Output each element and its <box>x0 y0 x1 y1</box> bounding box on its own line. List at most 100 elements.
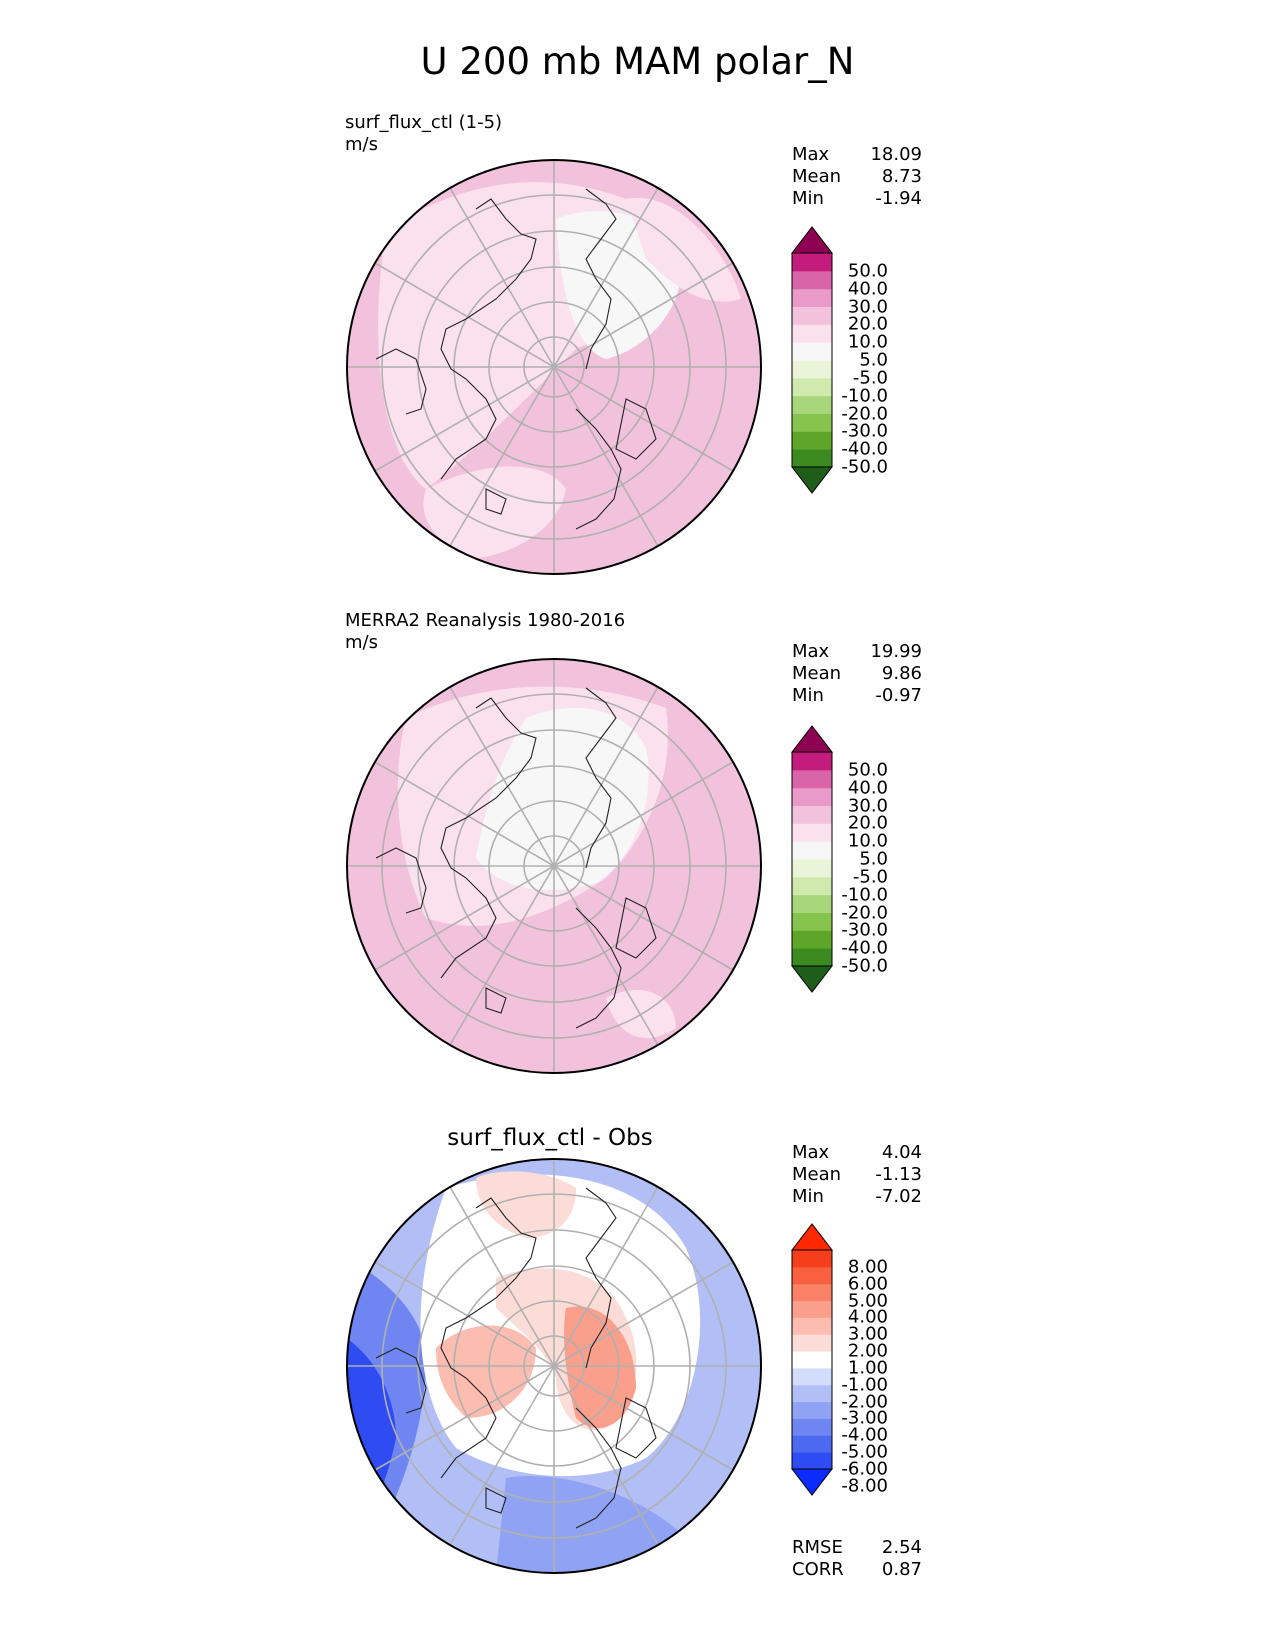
panel2-units: m/s <box>345 632 378 653</box>
colorbar-tick-label: 50.0 <box>847 260 888 282</box>
panel1-colorbar <box>790 226 834 494</box>
colorbar-segment <box>792 1266 832 1285</box>
colorbar-tick-label: -50.0 <box>841 955 888 977</box>
colorbar-tick-label: -40.0 <box>841 937 888 959</box>
panel2-colorbar-labels: 50.0 40.0 30.0 20.0 10.0 5.0 -5.0 -10.0 -20.0 -30… <box>838 724 888 994</box>
colorbar-tick-label: -40.0 <box>841 438 888 460</box>
colorbar-frame <box>791 1249 833 1470</box>
colorbar-extend-max <box>790 725 834 753</box>
panel3-colorbar <box>790 1223 834 1496</box>
panel1-colorbar-labels: 50.0 40.0 30.0 20.0 10.0 5.0 -5.0 -10.0 -20.0 -30… <box>838 225 888 495</box>
colorbar-tick-label: -30.0 <box>841 919 888 941</box>
panel2-min: -0.97 <box>875 685 922 706</box>
colorbar-tick-label: 40.0 <box>847 278 888 300</box>
colorbar-tick-label: -10.0 <box>841 385 888 407</box>
colorbar-segment <box>792 253 832 272</box>
colorbar-tick-label: 5.0 <box>859 349 888 371</box>
panel2-dataset-name: MERRA2 Reanalysis 1980-2016 <box>345 610 626 631</box>
panel3-mean: -1.13 <box>875 1164 922 1185</box>
colorbar-tick-label: -10.0 <box>841 884 888 906</box>
panel2-max: 19.99 <box>870 641 922 662</box>
colorbar-segment <box>792 288 832 307</box>
colorbar-tick-label: 20.0 <box>847 812 888 834</box>
figure-title: U 200 mb MAM polar_N <box>420 40 855 83</box>
colorbar-tick-label: -5.0 <box>852 866 888 888</box>
colorbar-segment <box>792 270 832 290</box>
panel3-title: surf_flux_ctl - Obs <box>447 1125 653 1151</box>
corr-value: 0.87 <box>881 1559 922 1580</box>
colorbar-segment <box>792 894 832 913</box>
colorbar-segment <box>792 787 832 806</box>
colorbar-tick-label: -5.0 <box>852 367 888 389</box>
colorbar-segment <box>792 876 832 896</box>
colorbar-segment <box>792 769 832 789</box>
colorbar-tick-label: 4.00 <box>847 1306 888 1328</box>
colorbar-tick-label: -5.00 <box>841 1441 888 1463</box>
colorbar-segment <box>792 449 832 468</box>
colorbar-tick-label: 50.0 <box>847 759 888 781</box>
colorbar-segment <box>792 1351 832 1369</box>
colorbar-segment <box>792 1250 832 1268</box>
panel1-coastlines <box>375 188 657 530</box>
colorbar-segment <box>792 1367 832 1386</box>
colorbar-segment <box>792 841 832 860</box>
rmse-label: RMSE <box>792 1537 843 1558</box>
panel2-stats: Max 19.99 Mean 9.86 Min -0.97 <box>792 641 922 707</box>
panel1-min: -1.94 <box>875 188 922 209</box>
colorbar-segment <box>792 1384 832 1403</box>
panel2-gridlines <box>347 659 761 1073</box>
colorbar-extend-min <box>790 1468 834 1496</box>
colorbar-tick-label: 3.00 <box>847 1323 888 1345</box>
colorbar-segment <box>792 1401 832 1419</box>
panel3-max: 4.04 <box>881 1142 922 1163</box>
panel1-model-name: surf_flux_ctl (1-5) <box>345 112 503 133</box>
colorbar-tick-label: 40.0 <box>847 777 888 799</box>
panel3-colorbar-labels: 8.00 6.00 5.00 4.00 3.00 2.00 1.00 -1.00 -2.00 -3… <box>838 1222 888 1497</box>
colorbar-segment <box>792 1283 832 1302</box>
colorbar-tick-label: -1.00 <box>841 1374 888 1396</box>
corr-label: CORR <box>792 1559 844 1580</box>
panel1-units: m/s <box>345 134 378 155</box>
colorbar-tick-label: 30.0 <box>847 296 888 317</box>
colorbar-extend-max <box>790 226 834 254</box>
panel2-polar-map <box>346 658 762 1074</box>
colorbar-tick-label: 10.0 <box>847 830 888 852</box>
colorbar-tick-label: 30.0 <box>847 795 888 816</box>
colorbar-tick-label: -50.0 <box>841 456 888 478</box>
colorbar-segment <box>792 752 832 771</box>
colorbar-tick-label: -6.00 <box>841 1458 888 1480</box>
colorbar-segment <box>792 1435 832 1453</box>
colorbar-segment <box>792 805 832 824</box>
colorbar-tick-label: -20.0 <box>841 403 888 424</box>
panel3-polar-map <box>346 1158 762 1574</box>
colorbar-tick-label: -30.0 <box>841 420 888 442</box>
colorbar-tick-label: 5.00 <box>847 1290 888 1312</box>
panel1-stats: Max 18.09 Mean 8.73 Min -1.94 <box>792 144 922 210</box>
panel1-mean: 8.73 <box>881 166 922 187</box>
colorbar-segment <box>792 431 832 450</box>
colorbar-frame <box>791 751 833 967</box>
panel1-min-label: Min <box>792 188 824 209</box>
colorbar-extend-max <box>790 1223 834 1251</box>
colorbar-frame <box>791 252 833 468</box>
panel3-max-label: Max <box>792 1142 830 1163</box>
panel1-label: surf_flux_ctl (1-5) m/s <box>345 112 502 156</box>
colorbar-tick-label: -20.0 <box>841 902 888 923</box>
colorbar-segment <box>792 859 832 878</box>
panel3-gridlines <box>347 1159 761 1573</box>
colorbar-segment <box>792 413 832 432</box>
colorbar-tick-label: 5.0 <box>859 848 888 870</box>
colorbar-extend-min <box>790 965 834 993</box>
colorbar-segment <box>792 823 832 842</box>
colorbar-tick-label: 1.00 <box>847 1357 888 1379</box>
panel2-colorbar <box>790 725 834 993</box>
panel3-min: -7.02 <box>875 1186 922 1207</box>
colorbar-segment <box>792 1317 832 1335</box>
colorbar-segment <box>792 395 832 414</box>
colorbar-tick-label: -8.00 <box>841 1475 888 1497</box>
colorbar-segment <box>792 1334 832 1352</box>
colorbar-segment <box>792 360 832 379</box>
panel2-mean: 9.86 <box>881 663 922 684</box>
panel1-max-label: Max <box>792 144 830 165</box>
panel3-mean-label: Mean <box>792 1164 842 1185</box>
